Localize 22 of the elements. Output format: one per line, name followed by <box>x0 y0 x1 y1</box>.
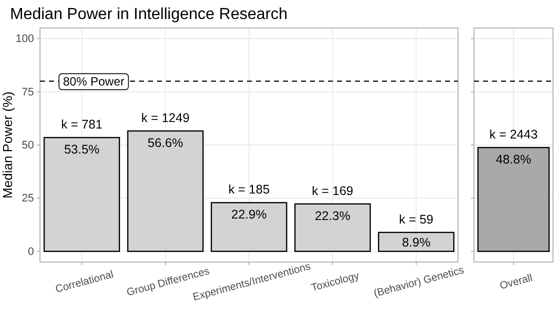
data-label: 22.9% <box>231 208 267 222</box>
y-tick-label: 25 <box>22 192 34 205</box>
y-tick-label: 100 <box>16 33 34 46</box>
annotation: k = 169 <box>312 184 354 198</box>
annotation: k = 2443 <box>489 128 538 142</box>
chart-title: Median Power in Intelligence Research <box>10 6 288 23</box>
y-tick-label: 75 <box>22 86 34 98</box>
y-tick-label: 50 <box>22 140 34 152</box>
annotation: k = 1249 <box>141 110 190 125</box>
data-label: 56.6% <box>148 136 184 150</box>
data-label: 48.8% <box>496 152 532 167</box>
ref-line-label: 80% Power <box>63 74 124 89</box>
annotation: k = 185 <box>228 182 270 197</box>
data-label: 22.3% <box>314 208 350 223</box>
y-tick-label: 0 <box>28 246 34 258</box>
x-tick-label: Overall <box>498 272 534 292</box>
x-tick-label: Toxicology <box>310 270 362 294</box>
data-label: 8.9% <box>402 235 430 250</box>
annotation: k = 59 <box>398 212 434 226</box>
annotation: k = 781 <box>61 118 103 132</box>
y-axis-title: Median Power (%) <box>0 92 15 198</box>
data-label: 53.5% <box>64 142 100 157</box>
